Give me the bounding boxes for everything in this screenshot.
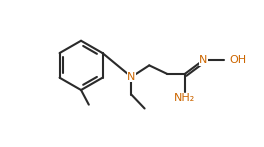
Text: NH₂: NH₂: [174, 93, 196, 103]
Text: N: N: [127, 72, 136, 82]
Text: OH: OH: [229, 55, 246, 65]
Text: N: N: [199, 55, 208, 65]
